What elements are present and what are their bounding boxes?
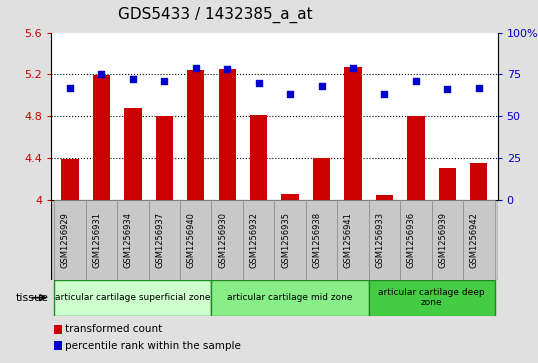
Text: GSM1256930: GSM1256930 bbox=[218, 212, 227, 268]
Bar bbox=[54, 200, 86, 280]
Text: GSM1256933: GSM1256933 bbox=[376, 212, 385, 268]
Point bbox=[66, 85, 74, 91]
Bar bbox=[470, 163, 487, 200]
Bar bbox=[369, 280, 494, 316]
Point bbox=[192, 65, 200, 71]
Bar bbox=[211, 200, 243, 280]
Text: GSM1256939: GSM1256939 bbox=[438, 212, 447, 268]
Text: GSM1256940: GSM1256940 bbox=[187, 212, 196, 268]
Point bbox=[475, 85, 483, 91]
Bar bbox=[61, 159, 79, 200]
Bar bbox=[344, 67, 362, 200]
Point bbox=[129, 77, 137, 82]
Point bbox=[317, 83, 326, 89]
Point bbox=[254, 80, 263, 86]
Text: GSM1256934: GSM1256934 bbox=[124, 212, 133, 268]
Bar bbox=[431, 200, 463, 280]
Text: GSM1256936: GSM1256936 bbox=[407, 212, 416, 268]
Bar bbox=[54, 341, 62, 350]
Bar bbox=[400, 200, 431, 280]
Bar bbox=[218, 69, 236, 200]
Bar bbox=[313, 158, 330, 200]
Bar bbox=[243, 200, 274, 280]
Bar bbox=[187, 70, 204, 200]
Bar bbox=[376, 195, 393, 200]
Text: articular cartilage superficial zone: articular cartilage superficial zone bbox=[55, 293, 210, 302]
Bar bbox=[407, 116, 424, 200]
Bar bbox=[54, 325, 62, 334]
Bar bbox=[51, 200, 498, 280]
Point bbox=[349, 65, 357, 71]
Bar bbox=[369, 200, 400, 280]
Text: GSM1256942: GSM1256942 bbox=[470, 212, 479, 268]
Text: GDS5433 / 1432385_a_at: GDS5433 / 1432385_a_at bbox=[118, 7, 313, 24]
Text: articular cartilage deep
zone: articular cartilage deep zone bbox=[378, 288, 485, 307]
Text: GSM1256937: GSM1256937 bbox=[155, 212, 164, 268]
Bar bbox=[180, 200, 211, 280]
Text: GSM1256931: GSM1256931 bbox=[93, 212, 102, 268]
Text: tissue: tissue bbox=[16, 293, 48, 303]
Point bbox=[223, 66, 231, 72]
Bar bbox=[86, 200, 117, 280]
Bar bbox=[281, 195, 299, 200]
Bar bbox=[211, 280, 369, 316]
Text: articular cartilage mid zone: articular cartilage mid zone bbox=[228, 293, 353, 302]
Bar bbox=[54, 280, 211, 316]
Text: GSM1256935: GSM1256935 bbox=[281, 212, 290, 268]
Bar bbox=[438, 168, 456, 200]
Text: GSM1256941: GSM1256941 bbox=[344, 212, 353, 268]
Bar bbox=[124, 108, 141, 200]
Bar bbox=[463, 200, 494, 280]
Point bbox=[443, 86, 451, 92]
Point bbox=[286, 91, 294, 97]
Point bbox=[412, 78, 420, 84]
Bar bbox=[155, 116, 173, 200]
Text: GSM1256938: GSM1256938 bbox=[313, 212, 322, 268]
Text: percentile rank within the sample: percentile rank within the sample bbox=[65, 340, 241, 351]
Text: GSM1256929: GSM1256929 bbox=[61, 212, 70, 268]
Bar bbox=[148, 200, 180, 280]
Point bbox=[97, 72, 106, 77]
Bar bbox=[337, 200, 369, 280]
Text: GSM1256932: GSM1256932 bbox=[250, 212, 259, 268]
Text: transformed count: transformed count bbox=[65, 324, 162, 334]
Bar bbox=[93, 76, 110, 200]
Point bbox=[160, 78, 168, 84]
Bar bbox=[117, 200, 148, 280]
Bar bbox=[274, 200, 306, 280]
Bar bbox=[306, 200, 337, 280]
Bar bbox=[250, 115, 267, 200]
Point bbox=[380, 91, 389, 97]
